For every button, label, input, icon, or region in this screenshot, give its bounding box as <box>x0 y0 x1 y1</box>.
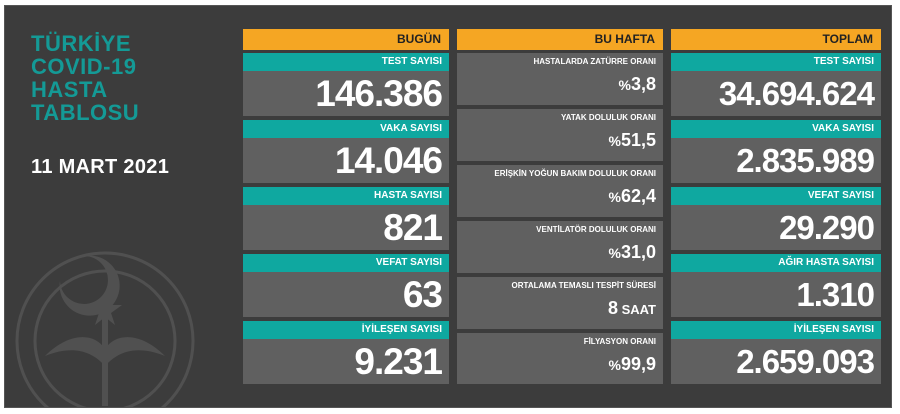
card-value: 2.835.989 <box>736 142 875 179</box>
health-ministry-emblem-icon <box>15 251 195 407</box>
total-critical-card: AĞIR HASTA SAYISI 1.310 <box>671 254 881 317</box>
card-value: 34.694.624 <box>718 75 875 112</box>
week-icu-occupancy-card: ERİŞKİN YOĞUN BAKIM DOLULUK ORANI %62,4 <box>457 165 663 217</box>
covid-table-panel: TÜRKİYE COVID-19 HASTA TABLOSU 11 MART 2… <box>4 5 892 408</box>
title-line: HASTA <box>31 77 108 102</box>
percent-prefix: % <box>618 77 631 93</box>
card-label: İYİLEŞEN SAYISI <box>243 321 449 339</box>
card-label: VAKA SAYISI <box>671 120 881 138</box>
total-case-card: VAKA SAYISI 2.835.989 <box>671 120 881 183</box>
card-label: VAKA SAYISI <box>243 120 449 138</box>
card-value: 9.231 <box>354 341 443 382</box>
card-label: YATAK DOLULUK ORANI <box>561 113 656 122</box>
today-header: BUGÜN <box>243 29 449 50</box>
today-column: BUGÜN <box>243 29 449 52</box>
card-value: %31,0 <box>457 237 663 268</box>
card-value: %99,9 <box>457 349 663 380</box>
card-label: VENTİLATÖR DOLULUK ORANI <box>536 225 656 234</box>
page-title: TÜRKİYE COVID-19 HASTA TABLOSU <box>31 32 139 124</box>
today-case-card: VAKA SAYISI 14.046 <box>243 120 449 183</box>
week-pneumonia-card: HASTALARDA ZATÜRRE ORANI %3,8 <box>457 53 663 105</box>
card-value: 821 <box>383 207 443 248</box>
title-line: COVID-19 <box>31 54 137 79</box>
card-label: FİLYASYON ORANI <box>583 337 656 346</box>
value-unit: SAAT <box>617 302 656 317</box>
today-test-card: TEST SAYISI 146.386 <box>243 53 449 116</box>
card-label: TEST SAYISI <box>243 53 449 71</box>
percent-prefix: % <box>608 357 621 373</box>
card-value: 29.290 <box>779 209 875 246</box>
week-header: BU HAFTA <box>457 29 663 50</box>
card-value: 2.659.093 <box>736 343 875 380</box>
week-ventilator-card: VENTİLATÖR DOLULUK ORANI %31,0 <box>457 221 663 273</box>
card-value: 146.386 <box>315 73 443 114</box>
percent-prefix: % <box>608 245 621 261</box>
value-number: 3,8 <box>630 74 656 94</box>
card-value: %3,8 <box>457 69 663 100</box>
card-label: HASTA SAYISI <box>243 187 449 205</box>
total-test-card: TEST SAYISI 34.694.624 <box>671 53 881 116</box>
total-column: TOPLAM <box>671 29 881 52</box>
title-line: TÜRKİYE <box>31 31 132 56</box>
total-recovered-card: İYİLEŞEN SAYISI 2.659.093 <box>671 321 881 384</box>
card-label: ERİŞKİN YOĞUN BAKIM DOLULUK ORANI <box>494 169 656 178</box>
title-line: TABLOSU <box>31 100 140 125</box>
card-label: VEFAT SAYISI <box>243 254 449 272</box>
value-number: 31,0 <box>620 242 656 262</box>
card-label: TEST SAYISI <box>671 53 881 71</box>
value-number: 51,5 <box>620 130 656 150</box>
card-label: VEFAT SAYISI <box>671 187 881 205</box>
today-recovered-card: İYİLEŞEN SAYISI 9.231 <box>243 321 449 384</box>
card-value: %51,5 <box>457 125 663 156</box>
week-contact-time-card: ORTALAMA TEMASLI TESPİT SÜRESİ 8 SAAT <box>457 277 663 329</box>
today-death-card: VEFAT SAYISI 63 <box>243 254 449 317</box>
card-value: 8 SAAT <box>457 293 663 325</box>
week-column: BU HAFTA <box>457 29 663 52</box>
card-value: 1.310 <box>796 276 875 313</box>
total-header: TOPLAM <box>671 29 881 50</box>
value-number: 8 <box>607 298 618 318</box>
value-number: 99,9 <box>620 354 656 374</box>
percent-prefix: % <box>608 189 621 205</box>
percent-prefix: % <box>608 133 621 149</box>
value-number: 62,4 <box>620 186 656 206</box>
week-filiation-card: FİLYASYON ORANI %99,9 <box>457 333 663 384</box>
card-value: 63 <box>402 274 443 315</box>
card-value: %62,4 <box>457 181 663 212</box>
total-death-card: VEFAT SAYISI 29.290 <box>671 187 881 250</box>
today-patient-card: HASTA SAYISI 821 <box>243 187 449 250</box>
card-label: HASTALARDA ZATÜRRE ORANI <box>533 57 656 66</box>
card-label: İYİLEŞEN SAYISI <box>671 321 881 339</box>
report-date: 11 MART 2021 <box>31 156 170 178</box>
card-value: 14.046 <box>334 140 443 181</box>
card-label: ORTALAMA TEMASLI TESPİT SÜRESİ <box>511 281 656 290</box>
card-label: AĞIR HASTA SAYISI <box>671 254 881 272</box>
week-bed-occupancy-card: YATAK DOLULUK ORANI %51,5 <box>457 109 663 161</box>
